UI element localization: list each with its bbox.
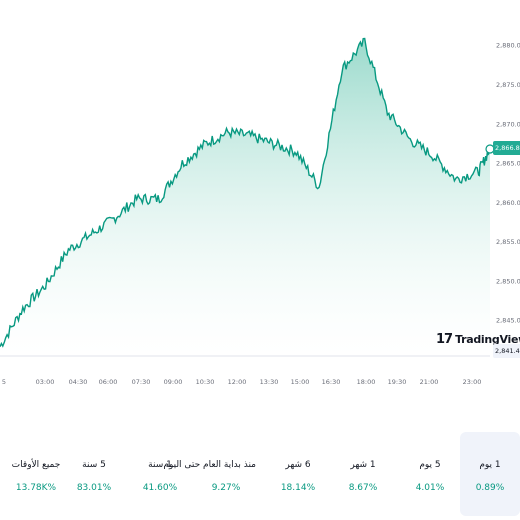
low-price-label: 2,841.40 xyxy=(493,344,520,358)
range-label: 6 شهر xyxy=(285,460,311,470)
x-tick-label: 19:30 xyxy=(388,378,407,386)
range-label: 1 سنة xyxy=(148,460,172,470)
range-selector: 1 يوم 0.89% 5 يوم 4.01% 1 شهر 8.67% 6 شهر 18.14… xyxy=(0,432,520,516)
tradingview-wordmark: TradingView xyxy=(455,333,520,346)
range-tab[interactable]: 1 شهر 8.67% xyxy=(333,432,393,516)
x-tick-label: 06:00 xyxy=(99,378,118,386)
price-area-fill xyxy=(0,38,490,356)
range-label: جميع الأوقات xyxy=(11,460,61,470)
price-chart[interactable]: 2,880.000 2,875.000 2,870.000 2,865.000 2,86… xyxy=(0,0,520,400)
range-label: 5 سنة xyxy=(82,460,106,470)
x-tick-label: 10:30 xyxy=(196,378,215,386)
x-tick-label: 18:00 xyxy=(357,378,376,386)
y-tick-label: 2,875.000 xyxy=(496,81,520,89)
range-change-value: 13.78K% xyxy=(15,483,57,493)
x-tick-label: 16:30 xyxy=(322,378,341,386)
x-tick-label: 09:00 xyxy=(164,378,183,386)
y-tick-label: 2,865.000 xyxy=(496,160,520,168)
y-tick-label: 2,870.000 xyxy=(496,120,520,128)
x-tick-label: 15:00 xyxy=(291,378,310,386)
last-price-label: 2,866.85 xyxy=(493,141,520,155)
range-label: منذ بداية العام حتى اليوم xyxy=(163,460,256,470)
y-tick-label: 2,860.000 xyxy=(496,199,520,207)
range-change-value: 83.01% xyxy=(76,483,112,493)
range-tab[interactable]: 5 يوم 4.01% xyxy=(400,432,460,516)
x-tick-label: 03:00 xyxy=(36,378,55,386)
y-tick-label: 2,880.000 xyxy=(496,42,520,50)
y-tick-label: 2,855.000 xyxy=(496,238,520,246)
tradingview-logo: 17 TradingView xyxy=(436,332,520,347)
x-tick-label: 21:00 xyxy=(420,378,439,386)
tradingview-mark-icon: 17 xyxy=(436,332,453,347)
x-tick-label: 04:30 xyxy=(69,378,88,386)
price-chart-svg[interactable]: 2,880.000 2,875.000 2,870.000 2,865.000 2,86… xyxy=(0,0,520,400)
range-tab[interactable]: 1 سنة 41.60% xyxy=(130,432,190,516)
range-tab[interactable]: 5 سنة 83.01% xyxy=(64,432,124,516)
price-line xyxy=(0,37,491,348)
range-tab[interactable]: منذ بداية العام حتى اليوم 9.27% xyxy=(163,432,256,516)
y-tick-label: 2,845.000 xyxy=(496,317,520,325)
range-change-value: 4.01% xyxy=(415,483,445,493)
range-tab[interactable]: 1 يوم 0.89% xyxy=(460,432,520,516)
x-tick-label: 23:00 xyxy=(463,378,482,386)
range-change-value: 8.67% xyxy=(348,483,378,493)
x-tick-label: 5 xyxy=(2,378,6,386)
range-label: 5 يوم xyxy=(419,460,441,470)
range-label: 1 شهر xyxy=(350,460,376,470)
x-tick-label: 12:00 xyxy=(228,378,247,386)
x-tick-label: 07:30 xyxy=(132,378,151,386)
range-change-value: 41.60% xyxy=(142,483,178,493)
range-tab[interactable]: جميع الأوقات 13.78K% xyxy=(6,432,66,516)
range-tab[interactable]: 6 شهر 18.14% xyxy=(268,432,328,516)
x-tick-label: 13:30 xyxy=(260,378,279,386)
range-change-value: 0.89% xyxy=(475,483,505,493)
range-change-value: 9.27% xyxy=(211,483,241,493)
y-tick-label: 2,850.000 xyxy=(496,277,520,285)
range-label: 1 يوم xyxy=(479,460,501,470)
range-change-value: 18.14% xyxy=(280,483,316,493)
